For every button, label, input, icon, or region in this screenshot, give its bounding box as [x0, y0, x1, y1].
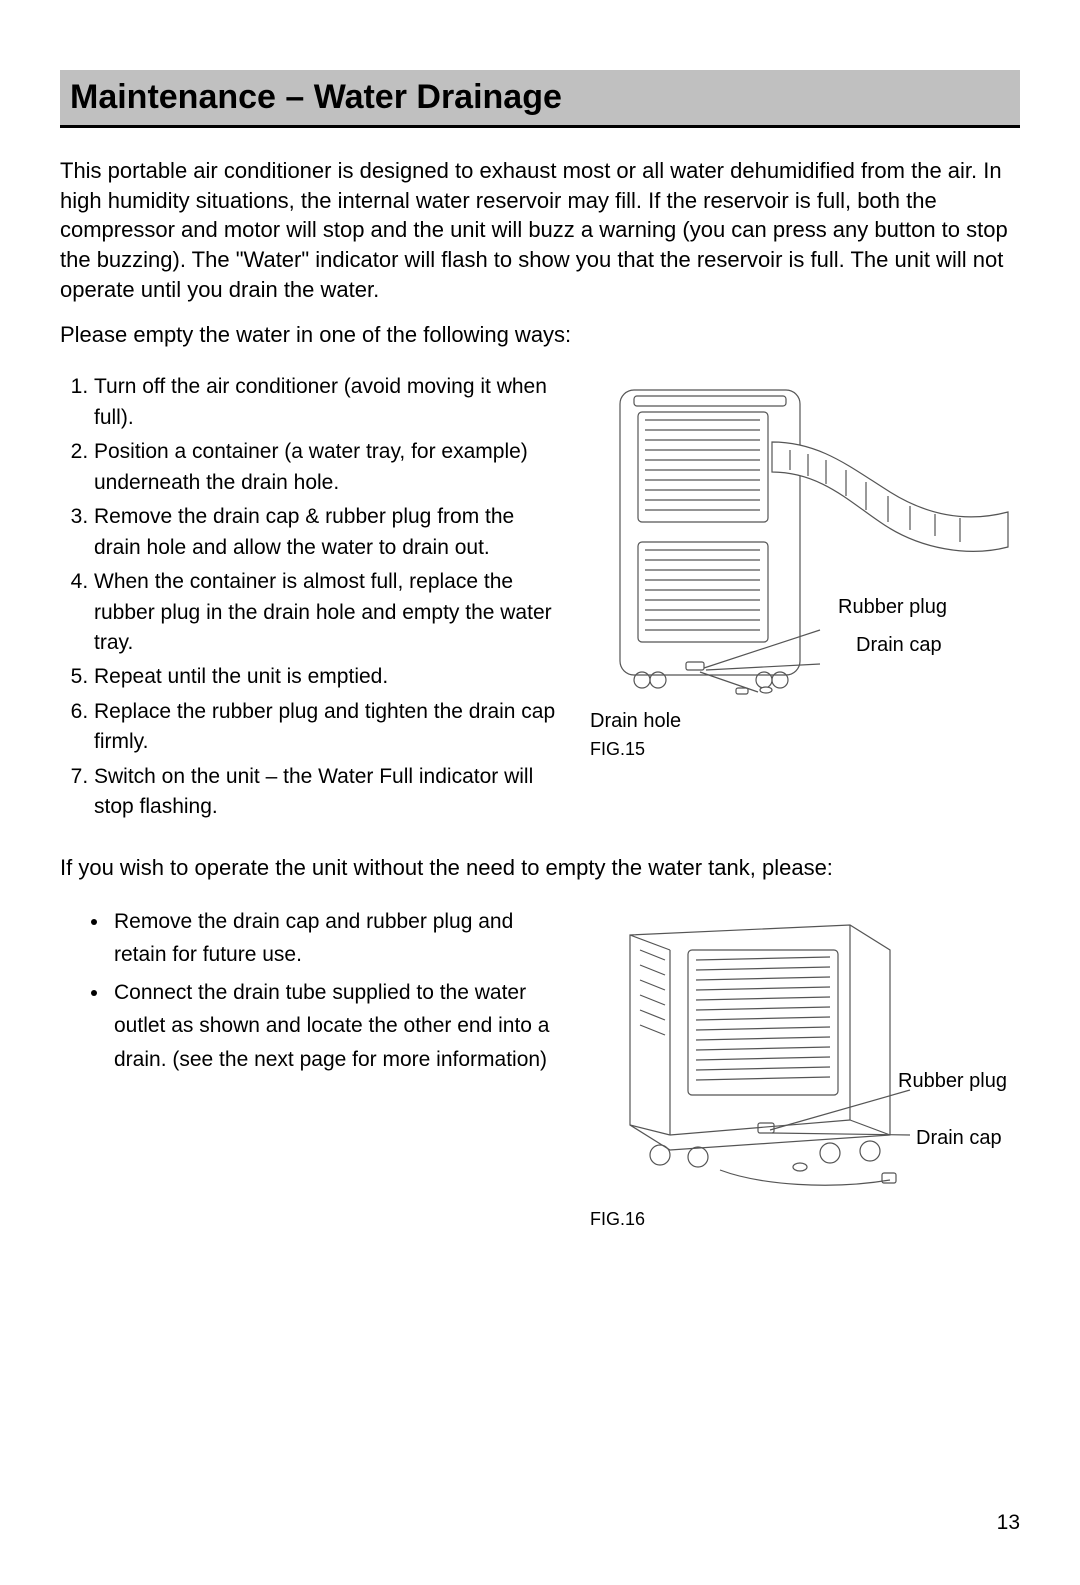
label-rubber-plug-2: Rubber plug [898, 1070, 1007, 1093]
label-rubber-plug: Rubber plug [838, 596, 947, 619]
list-item: When the container is almost full, repla… [94, 567, 562, 658]
list-item: Remove the drain cap & rubber plug from … [94, 502, 562, 563]
figure-15-wrapper: Rubber plug Drain cap [590, 372, 1020, 702]
list-item: Connect the drain tube supplied to the w… [110, 976, 562, 1077]
list-item: Position a container (a water tray, for … [94, 437, 562, 498]
intro-paragraph: This portable air conditioner is designe… [60, 156, 1020, 304]
continuous-drain-lead: If you wish to operate the unit without … [60, 855, 1020, 881]
figure-16-caption: FIG.16 [590, 1209, 1020, 1230]
instructions-lead: Please empty the water in one of the fol… [60, 322, 1020, 348]
label-drain-hole: Drain hole [590, 710, 1020, 733]
section-title: Maintenance – Water Drainage [70, 78, 1010, 117]
figure-16-illustration [590, 905, 1010, 1195]
steps-and-figure-row: Turn off the air conditioner (avoid movi… [60, 372, 1020, 826]
label-drain-cap-2: Drain cap [916, 1127, 1002, 1150]
continuous-drain-list: Remove the drain cap and rubber plug and… [60, 905, 562, 1077]
bullets-column: Remove the drain cap and rubber plug and… [60, 905, 562, 1230]
steps-column: Turn off the air conditioner (avoid movi… [60, 372, 562, 826]
list-item: Remove the drain cap and rubber plug and… [110, 905, 562, 972]
drain-steps-list: Turn off the air conditioner (avoid movi… [60, 372, 562, 822]
figure-15-caption: FIG.15 [590, 739, 1020, 760]
list-item: Switch on the unit – the Water Full indi… [94, 762, 562, 823]
figure-16-column: Rubber plug Drain cap FIG.16 [590, 905, 1020, 1230]
figure-16-wrapper: Rubber plug Drain cap [590, 905, 1020, 1195]
list-item: Repeat until the unit is emptied. [94, 662, 562, 692]
list-item: Turn off the air conditioner (avoid movi… [94, 372, 562, 433]
figure-15-illustration [590, 372, 1010, 702]
label-drain-cap: Drain cap [856, 634, 942, 657]
section-title-bar: Maintenance – Water Drainage [60, 70, 1020, 128]
page-number: 13 [997, 1511, 1020, 1535]
figure-15-column: Rubber plug Drain cap Drain hole FIG.15 [590, 372, 1020, 826]
list-item: Replace the rubber plug and tighten the … [94, 697, 562, 758]
bullets-and-figure-row: Remove the drain cap and rubber plug and… [60, 905, 1020, 1230]
